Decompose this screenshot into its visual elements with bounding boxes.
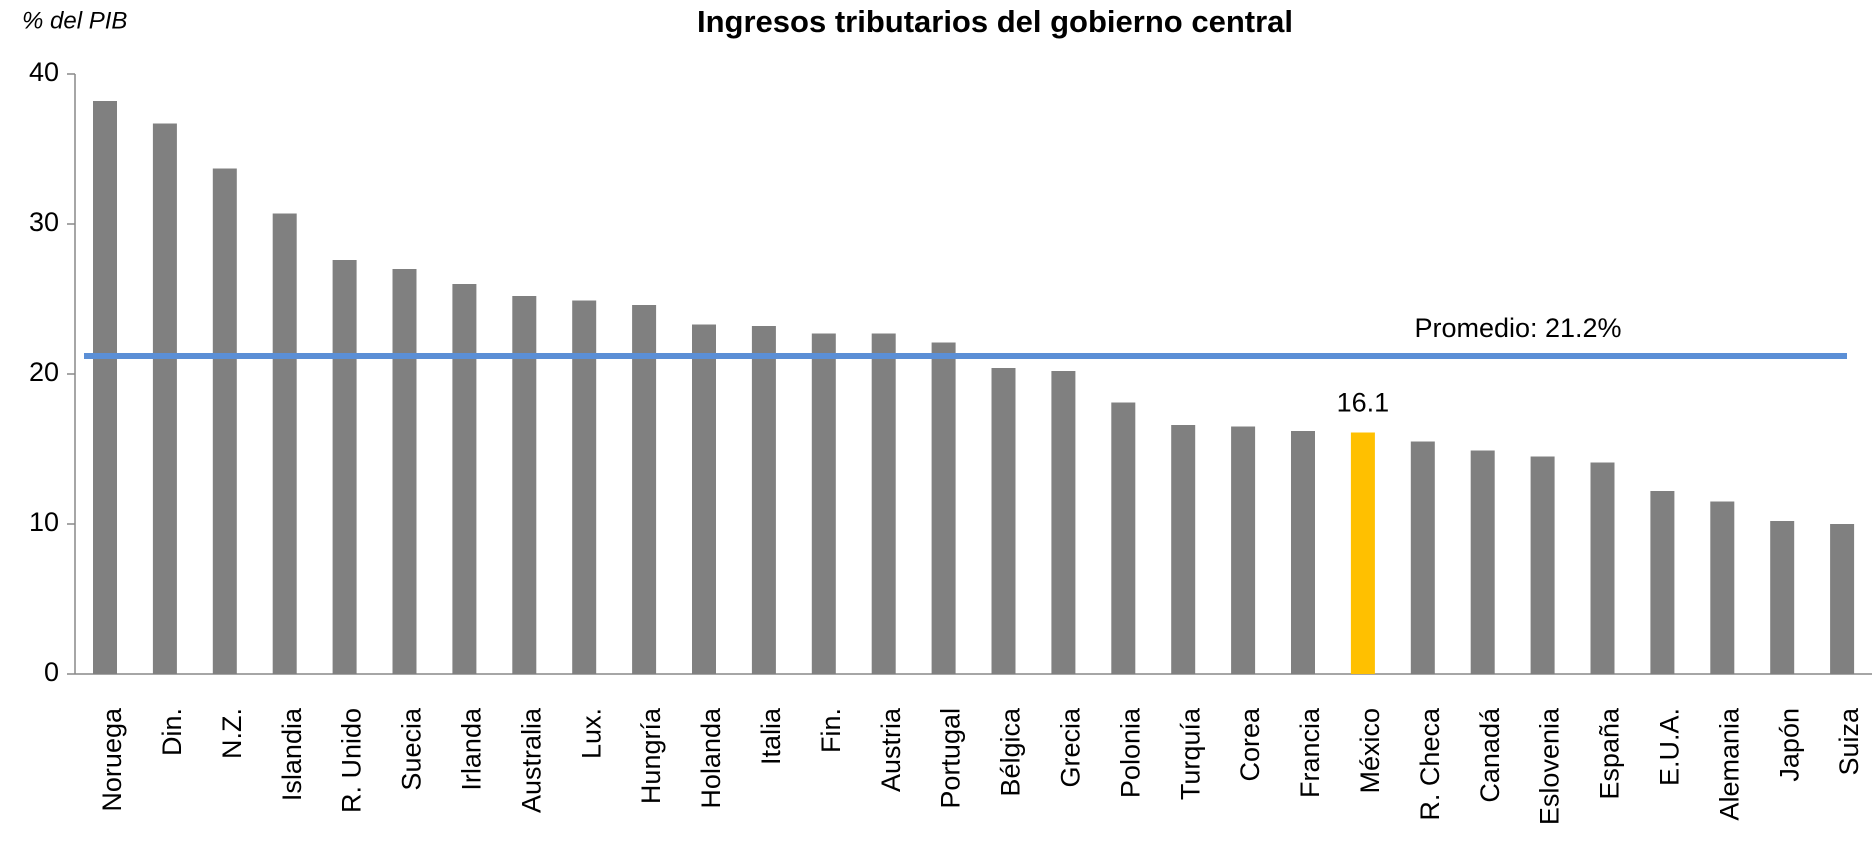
bar — [272, 213, 297, 674]
y-tick-label: 20 — [29, 357, 59, 387]
x-tick-label: R. Unido — [337, 708, 367, 813]
bar — [1770, 521, 1795, 674]
y-tick-label: 30 — [29, 207, 59, 237]
x-tick-label: México — [1355, 708, 1385, 794]
x-tick-label: Francia — [1295, 707, 1325, 798]
value-label: 16.1 — [1337, 388, 1390, 418]
x-tick-label: Portugal — [936, 708, 966, 809]
y-tick-label: 0 — [44, 657, 59, 687]
bar — [332, 260, 357, 674]
x-tick-label: Grecia — [1056, 707, 1086, 788]
bar — [811, 333, 836, 674]
x-tick-label: Hungría — [636, 707, 666, 804]
bar — [1231, 426, 1256, 674]
bar — [1590, 462, 1615, 674]
x-tick-label: Australia — [516, 707, 546, 813]
bar — [1470, 450, 1495, 674]
x-tick-label: Suecia — [397, 707, 427, 791]
bar — [572, 300, 597, 674]
x-tick-label: Holanda — [696, 707, 726, 809]
bar — [632, 305, 657, 674]
bar — [452, 284, 477, 674]
bar — [1710, 501, 1735, 674]
bar — [1051, 371, 1076, 674]
bar — [152, 123, 177, 674]
bar — [931, 342, 956, 674]
bar — [392, 269, 417, 674]
bar — [991, 368, 1016, 674]
y-tick-label: 40 — [29, 57, 59, 87]
x-tick-label: R. Checa — [1415, 707, 1445, 821]
chart-title: Ingresos tributarios del gobierno centra… — [697, 4, 1293, 39]
x-tick-label: Turquía — [1175, 707, 1205, 800]
x-tick-label: Din. — [157, 708, 187, 756]
bar — [1410, 441, 1435, 674]
x-tick-label: Canadá — [1475, 707, 1505, 803]
x-tick-label: Japón — [1774, 708, 1804, 782]
x-tick-label: Bélgica — [996, 707, 1026, 797]
x-tick-label: E.U.A. — [1655, 708, 1685, 786]
x-tick-label: Italia — [756, 707, 786, 765]
bar — [212, 168, 237, 674]
x-tick-label: Eslovenia — [1535, 707, 1565, 825]
bar — [751, 326, 776, 674]
bar — [1530, 456, 1555, 674]
bar — [692, 324, 716, 674]
y-axis-label: % del PIB — [22, 7, 127, 34]
bar — [93, 101, 117, 674]
x-tick-label: Irlanda — [457, 707, 487, 791]
x-tick-label: N.Z. — [217, 708, 247, 759]
x-tick-label: Austria — [876, 707, 906, 792]
x-tick-label: Lux. — [576, 708, 606, 759]
average-label: Promedio: 21.2% — [1414, 313, 1621, 343]
bar — [1171, 425, 1196, 674]
bar — [1291, 431, 1315, 674]
x-tick-label: España — [1595, 707, 1625, 800]
x-tick-label: Noruega — [97, 707, 127, 812]
bar — [1650, 491, 1675, 674]
y-tick-label: 10 — [29, 507, 59, 537]
bar — [1111, 402, 1136, 674]
x-tick-label: Alemania — [1714, 707, 1744, 821]
x-tick-label: Polonia — [1115, 707, 1145, 798]
x-tick-label: Fin. — [816, 708, 846, 753]
bar — [512, 296, 537, 674]
bar — [871, 333, 896, 674]
bar — [1350, 432, 1375, 674]
bar — [1830, 524, 1855, 674]
x-tick-label: Suiza — [1834, 707, 1864, 776]
x-tick-label: Corea — [1235, 707, 1265, 782]
x-tick-label: Islandia — [277, 707, 307, 801]
